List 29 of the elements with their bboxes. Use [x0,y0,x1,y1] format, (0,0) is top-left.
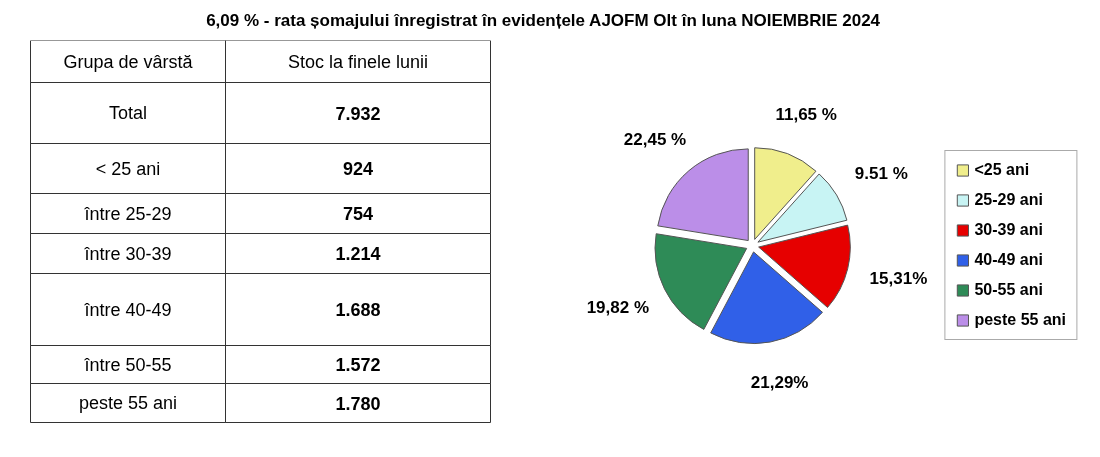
data-label: 1.572 [335,355,381,375]
data-label: 1.214 [335,244,381,264]
data-label: 21,29% [750,373,809,393]
data-label: 19,82 % [586,298,650,318]
data-label: 15,31% [869,269,928,289]
category-label: între 50-55 [83,354,172,375]
category-label: < 25 ani [95,158,161,179]
legend-label: <25 ani [974,161,1030,179]
text: Stoc la finele lunii [287,51,429,72]
data-label: 22,45 % [623,129,687,149]
category-label: între 30-39 [83,243,172,264]
category-label: între 40-49 [83,299,172,320]
data-label: 7.932 [335,103,381,124]
data-label: 924 [342,159,374,179]
legend-label: peste 55 ani [974,311,1066,329]
text: Grupa de vârstă [63,51,194,72]
category-label: Total [108,103,148,123]
text: 6,09 % - rata șomajului înregistrat în evidențele AJOFM Olt în luna NOIEMBRIE 2024 [206,11,881,30]
category-label: peste 55 ani [78,393,178,413]
legend-label: 30-39 ani [974,221,1043,239]
data-label: 1.780 [335,393,381,414]
legend-label: 50-55 ani [974,281,1043,299]
legend-label: 25-29 ani [974,191,1043,209]
category-label: între 25-29 [83,203,172,224]
data-label: 11,65 % [775,105,837,125]
data-label: 754 [342,204,374,224]
data-label: 9.51 % [854,164,908,184]
legend-label: 40-49 ani [974,251,1043,269]
data-label: 1.688 [335,300,381,320]
